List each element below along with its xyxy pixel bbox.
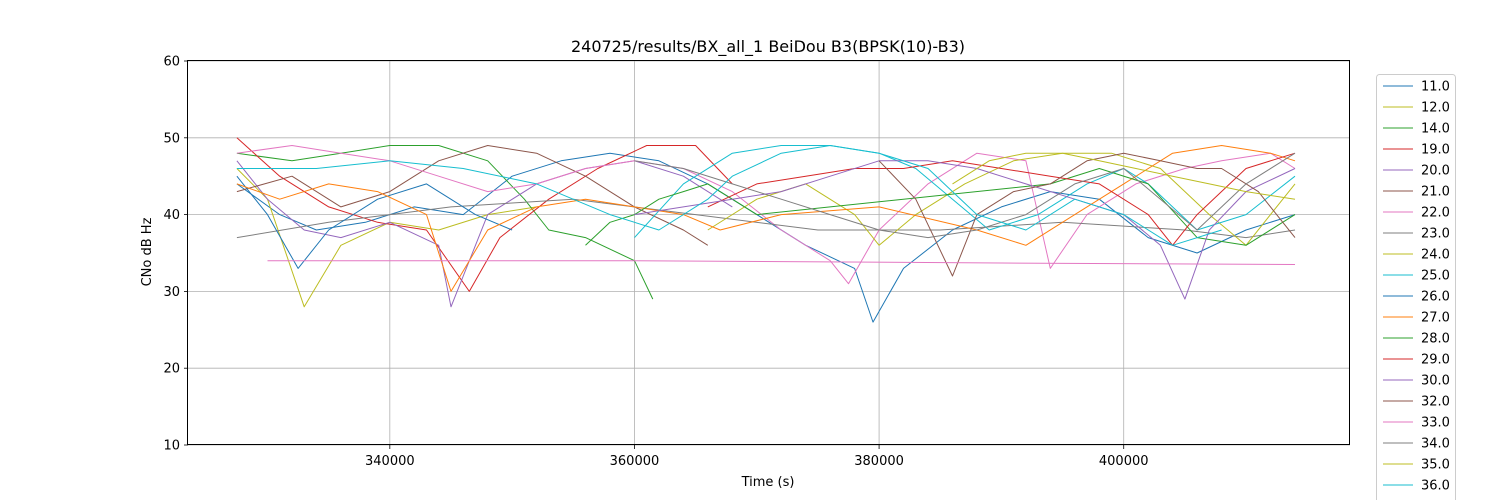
x-axis: 340000 360000 380000 400000	[365, 445, 1149, 469]
series-line-21.0	[236, 145, 709, 246]
legend-entry: 20.0	[1421, 164, 1450, 179]
y-axis-label: CNo dB Hz	[140, 217, 155, 286]
chart-title: 240725/results/BX_all_1 BeiDou B3(BPSK(1…	[571, 37, 965, 57]
y-tick-label: 50	[163, 131, 180, 146]
series-line-30.0	[634, 160, 1296, 300]
series-line-14.0	[236, 145, 654, 300]
series-line-28.0	[585, 168, 1296, 246]
series-line-35.0	[952, 152, 1296, 200]
legend-entry: 29.0	[1421, 353, 1450, 368]
y-tick-label: 40	[163, 208, 180, 223]
series-line-36.0	[236, 145, 1222, 246]
series-line-26.0	[236, 175, 513, 269]
series-group	[236, 137, 1296, 323]
y-tick-label: 60	[163, 55, 180, 70]
x-tick-label: 340000	[365, 454, 415, 469]
series-line-12.0	[236, 168, 537, 308]
legend-entry: 22.0	[1421, 206, 1450, 221]
x-axis-label: Time (s)	[741, 475, 795, 490]
series-line-22.0	[236, 145, 1296, 285]
plot-frame	[187, 60, 1350, 445]
series-line-23.0	[236, 198, 1296, 239]
series-line-34.0	[634, 152, 1296, 239]
legend-entry: 23.0	[1421, 227, 1450, 242]
y-axis: 10 20 30 40 50 60	[163, 55, 188, 454]
legend-entry: 12.0	[1421, 101, 1450, 116]
legend-entry: 25.0	[1421, 269, 1450, 284]
series-line-27.0	[236, 145, 1296, 292]
y-tick-label: 30	[163, 285, 180, 300]
series-line-29.0	[707, 152, 1296, 246]
legend-entry: 32.0	[1421, 395, 1450, 410]
legend-entry: 14.0	[1421, 122, 1450, 137]
legend-entry: 26.0	[1421, 290, 1450, 305]
legend-entry: 33.0	[1421, 416, 1450, 431]
series-line-25.0	[634, 145, 1296, 238]
y-tick-label: 20	[163, 362, 180, 377]
series-line-33.0	[267, 260, 1296, 265]
legend-entry: 19.0	[1421, 143, 1450, 158]
series-line-19.0	[236, 137, 733, 292]
legend: 11.0 12.0 14.0 19.0 20.0 21.0 22.0 23.0 24.0 25.0…	[1376, 74, 1456, 500]
x-tick-label: 400000	[1099, 454, 1149, 469]
series-line-32.0	[878, 152, 1296, 277]
x-tick-label: 360000	[610, 454, 660, 469]
legend-entry: 27.0	[1421, 311, 1450, 326]
legend-entry: 21.0	[1421, 185, 1450, 200]
legend-entry: 30.0	[1421, 374, 1450, 389]
legend-entry: 35.0	[1421, 458, 1450, 473]
x-tick-label: 380000	[854, 454, 904, 469]
legend-box	[1376, 74, 1456, 500]
legend-entry: 28.0	[1421, 332, 1450, 347]
y-tick-label: 10	[163, 439, 180, 454]
legend-entry: 34.0	[1421, 437, 1450, 452]
legend-entry: 24.0	[1421, 248, 1450, 263]
legend-entry: 36.0	[1421, 479, 1450, 494]
legend-entry: 11.0	[1421, 80, 1450, 95]
